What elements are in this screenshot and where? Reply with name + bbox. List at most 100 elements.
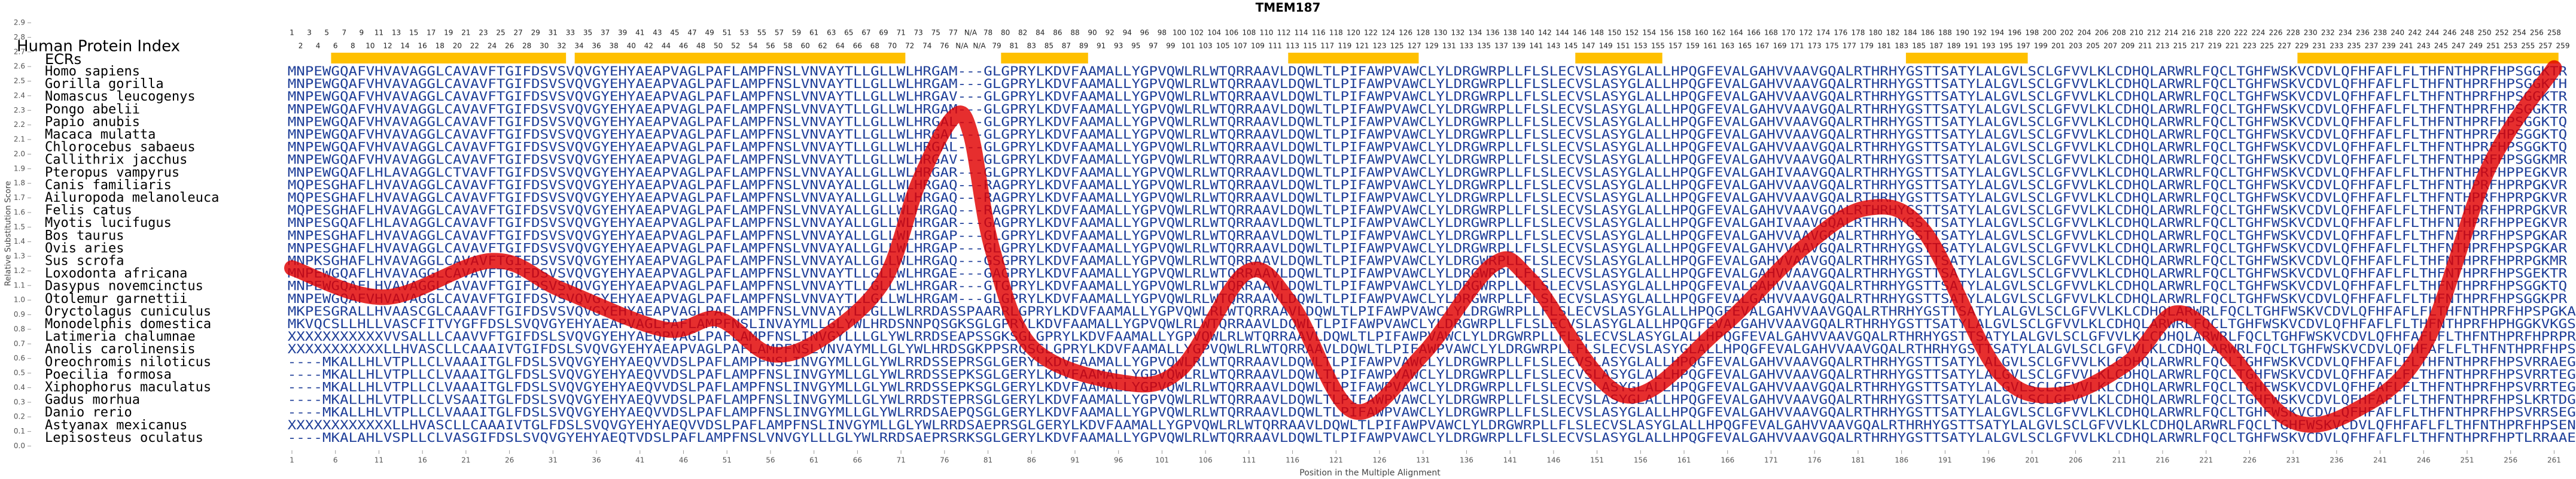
- x-axis-label: Position in the Multiple Alignment: [1299, 468, 1441, 478]
- protein-index: 241: [2400, 42, 2413, 50]
- protein-index: 210: [2130, 29, 2143, 37]
- protein-index: 33: [566, 29, 575, 37]
- protein-index: 179: [1860, 42, 1874, 50]
- y-tick-label: 1.8: [14, 179, 25, 187]
- protein-index: 136: [1486, 29, 1500, 37]
- y-tick-label: 1.0: [14, 296, 25, 304]
- protein-index: 100: [1173, 29, 1186, 37]
- protein-index: 108: [1242, 29, 1256, 37]
- protein-index: 116: [1312, 29, 1326, 37]
- sequence: ----MKALLHLVTPLLCLVAAAITGLFDSLSVQVGYEHYA…: [288, 367, 2576, 381]
- protein-index: 47: [687, 29, 696, 37]
- protein-index: 206: [2095, 29, 2109, 37]
- protein-index: 202: [2060, 29, 2074, 37]
- protein-index: 228: [2286, 29, 2300, 37]
- y-tick-label: 0.2: [14, 413, 25, 421]
- species-name: Lepisosteus oculatus: [45, 431, 203, 445]
- protein-index: 28: [522, 42, 531, 50]
- protein-index: 119: [1338, 42, 1351, 50]
- protein-index: 114: [1295, 29, 1308, 37]
- protein-index: 127: [1408, 42, 1421, 50]
- protein-index: 17: [427, 29, 436, 37]
- protein-index: 50: [714, 42, 723, 50]
- x-tick-label: 151: [1590, 456, 1604, 465]
- protein-index: 135: [1477, 42, 1491, 50]
- protein-index: 217: [2191, 42, 2204, 50]
- protein-index: 196: [2008, 29, 2021, 37]
- protein-index: 73: [914, 29, 923, 37]
- species-name: Latimeria chalumnae: [45, 329, 196, 344]
- species-name: Otolemur garnettii: [45, 292, 187, 307]
- protein-index: 139: [1512, 42, 1525, 50]
- protein-index: 175: [1825, 42, 1839, 50]
- protein-index: 200: [2042, 29, 2056, 37]
- protein-index: 8: [351, 42, 355, 50]
- protein-index: 30: [540, 42, 549, 50]
- protein-index: 253: [2504, 42, 2517, 50]
- y-tick-label: 2.3: [14, 106, 25, 114]
- protein-index: 115: [1303, 42, 1317, 50]
- sequence: MNPEWGQAFVHVAVAGGLCAVAVFTGIFDSVSVQVGYEHY…: [288, 114, 2568, 129]
- protein-index: 137: [1494, 42, 1508, 50]
- protein-index: 180: [1869, 29, 1883, 37]
- protein-index: 145: [1564, 42, 1578, 50]
- x-tick-label: 91: [1070, 456, 1079, 465]
- x-tick-label: 161: [1677, 456, 1691, 465]
- species-name: Poecilia formosa: [45, 367, 172, 382]
- protein-index: 178: [1851, 29, 1865, 37]
- protein-index: 214: [2164, 29, 2178, 37]
- protein-index: 103: [1199, 42, 1213, 50]
- protein-index: 67: [861, 29, 870, 37]
- protein-index: 149: [1599, 42, 1613, 50]
- protein-index: 63: [827, 29, 836, 37]
- protein-index: 165: [1738, 42, 1752, 50]
- protein-index: 60: [800, 42, 809, 50]
- protein-index: 255: [2521, 42, 2535, 50]
- protein-index: 80: [1001, 29, 1010, 37]
- sequence: MQPESGHAFLHVAVAGGLCAVAVFTGIFDSVSVQVGYEHY…: [288, 190, 2568, 205]
- x-tick-label: 111: [1242, 456, 1256, 465]
- protein-index: 70: [888, 42, 897, 50]
- protein-index: 182: [1886, 29, 1900, 37]
- protein-index: 76: [940, 42, 949, 50]
- protein-index: 77: [949, 29, 958, 37]
- y-tick-label: 0.6: [14, 354, 25, 362]
- protein-index: 230: [2304, 29, 2318, 37]
- protein-index: 52: [731, 42, 740, 50]
- y-tick-label: 2.6: [14, 62, 25, 71]
- protein-index: 189: [1947, 42, 1960, 50]
- protein-index: 236: [2356, 29, 2370, 37]
- protein-index: 11: [374, 29, 383, 37]
- protein-index: 164: [1729, 29, 1743, 37]
- score-line: [284, 60, 2562, 433]
- protein-index: 251: [2486, 42, 2500, 50]
- protein-index: 104: [1207, 29, 1221, 37]
- protein-index: 9: [360, 29, 364, 37]
- protein-index: 7: [342, 29, 346, 37]
- protein-index: 239: [2382, 42, 2396, 50]
- protein-index: 128: [1416, 29, 1430, 37]
- protein-index: 221: [2225, 42, 2239, 50]
- x-tick-label: 206: [2069, 456, 2082, 465]
- species-name: Anolis carolinensis: [45, 342, 196, 357]
- protein-index: 158: [1677, 29, 1691, 37]
- sequence: MNPEWGQAFVHVAVAGGLCAVAVFTGIFDSVSVQVGYEHY…: [288, 64, 2568, 78]
- species-name: Ailuropoda melanoleuca: [45, 190, 219, 205]
- sequence: MNPEWGQAFVHVAVAGGLCAVAVFTGIFDSVSVQVGYEHY…: [288, 89, 2568, 104]
- protein-index: 24: [488, 42, 497, 50]
- protein-index: 78: [983, 29, 992, 37]
- protein-index: 146: [1573, 29, 1587, 37]
- protein-index: 257: [2538, 42, 2552, 50]
- species-name: Monodelphis domestica: [45, 317, 211, 332]
- protein-index: 85: [1045, 42, 1053, 50]
- protein-index: 168: [1764, 29, 1778, 37]
- x-tick-label: 221: [2199, 456, 2213, 465]
- protein-index: 29: [531, 29, 540, 37]
- x-tick-label: 181: [1851, 456, 1865, 465]
- protein-index: 138: [1503, 29, 1517, 37]
- protein-index: 246: [2443, 29, 2456, 37]
- protein-index: 157: [1668, 42, 1682, 50]
- protein-index: 99: [1166, 42, 1175, 50]
- x-tick-label: 126: [1373, 456, 1387, 465]
